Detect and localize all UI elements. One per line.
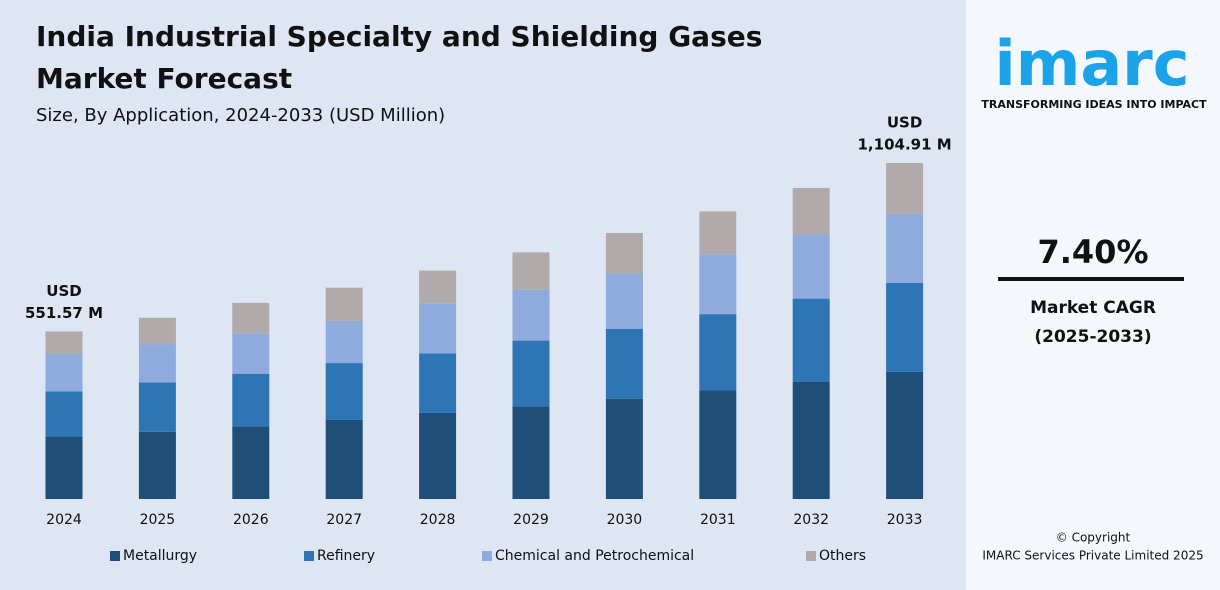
bar-segment	[45, 353, 83, 392]
x-tick-label: 2028	[420, 512, 456, 528]
bar-segment	[512, 406, 550, 499]
legend-swatch	[482, 551, 492, 561]
legend-swatch	[806, 551, 816, 561]
bar-segment	[325, 363, 363, 420]
bar-segment	[886, 163, 924, 214]
tagline: TRANSFORMING IDEAS INTO IMPACT	[981, 98, 1207, 111]
x-tick-label: 2026	[233, 512, 269, 528]
cagr-label: (2025-2033)	[1034, 327, 1151, 347]
bar-segment	[325, 419, 363, 499]
x-tick-label: 2029	[513, 512, 549, 528]
legend-label: Metallurgy	[123, 548, 197, 564]
bar-segment	[699, 314, 737, 391]
side-background	[966, 0, 1220, 590]
total-label: 551.57 M	[25, 304, 103, 322]
bar-segment	[138, 344, 176, 383]
bar-segment	[886, 282, 924, 372]
x-tick-label: 2033	[887, 512, 923, 528]
bar-segment	[419, 412, 457, 499]
chart-title: India Industrial Specialty and Shielding…	[36, 20, 762, 53]
bar-segment	[792, 381, 830, 499]
bar-segment	[792, 234, 830, 299]
x-tick-label: 2032	[793, 512, 829, 528]
bar-segment	[232, 373, 270, 427]
total-label: USD	[46, 282, 81, 300]
bar-segment	[45, 391, 83, 437]
bar-segment	[45, 436, 83, 499]
total-label: USD	[887, 114, 922, 132]
copyright: © Copyright	[1056, 531, 1131, 545]
legend-swatch	[110, 551, 120, 561]
bar-segment	[605, 328, 643, 399]
bar-segment	[512, 340, 550, 407]
bar-segment	[325, 287, 363, 321]
x-tick-label: 2030	[607, 512, 643, 528]
bar-segment	[232, 302, 270, 334]
bar-segment	[699, 390, 737, 499]
bar-segment	[419, 270, 457, 304]
bar-segment	[138, 431, 176, 499]
x-tick-label: 2025	[140, 512, 176, 528]
bar-segment	[605, 398, 643, 499]
bar-segment	[699, 211, 737, 255]
bar-segment	[419, 303, 457, 354]
bar-segment	[232, 333, 270, 374]
cagr-label: Market CAGR	[1030, 298, 1156, 318]
bar-segment	[886, 371, 924, 499]
bar-segment	[792, 187, 830, 235]
bar-segment	[512, 289, 550, 341]
cagr-rule	[998, 277, 1184, 281]
bar-segment	[886, 213, 924, 283]
x-tick-label: 2027	[326, 512, 362, 528]
legend-swatch	[304, 551, 314, 561]
x-tick-label: 2031	[700, 512, 736, 528]
bar-segment	[138, 317, 176, 345]
bar-segment	[325, 320, 363, 364]
bar-segment	[699, 254, 737, 315]
bar-segment	[605, 273, 643, 329]
total-label: 1,104.91 M	[858, 136, 952, 154]
bar-segment	[512, 252, 550, 290]
logo: imarc	[994, 27, 1189, 100]
legend-label: Chemical and Petrochemical	[495, 548, 694, 564]
chart-title: Market Forecast	[36, 62, 292, 95]
legend-label: Refinery	[317, 548, 375, 564]
bar-segment	[138, 382, 176, 432]
copyright: IMARC Services Private Limited 2025	[982, 549, 1203, 563]
legend-label: Others	[819, 548, 866, 564]
bar-segment	[605, 232, 643, 274]
x-tick-label: 2024	[46, 512, 82, 528]
bar-segment	[792, 298, 830, 382]
bar-segment	[45, 331, 83, 354]
chart-subtitle: Size, By Application, 2024-2033 (USD Mil…	[36, 105, 445, 126]
bar-segment	[419, 353, 457, 413]
bar-segment	[232, 426, 270, 499]
cagr-value: 7.40%	[1037, 233, 1148, 271]
